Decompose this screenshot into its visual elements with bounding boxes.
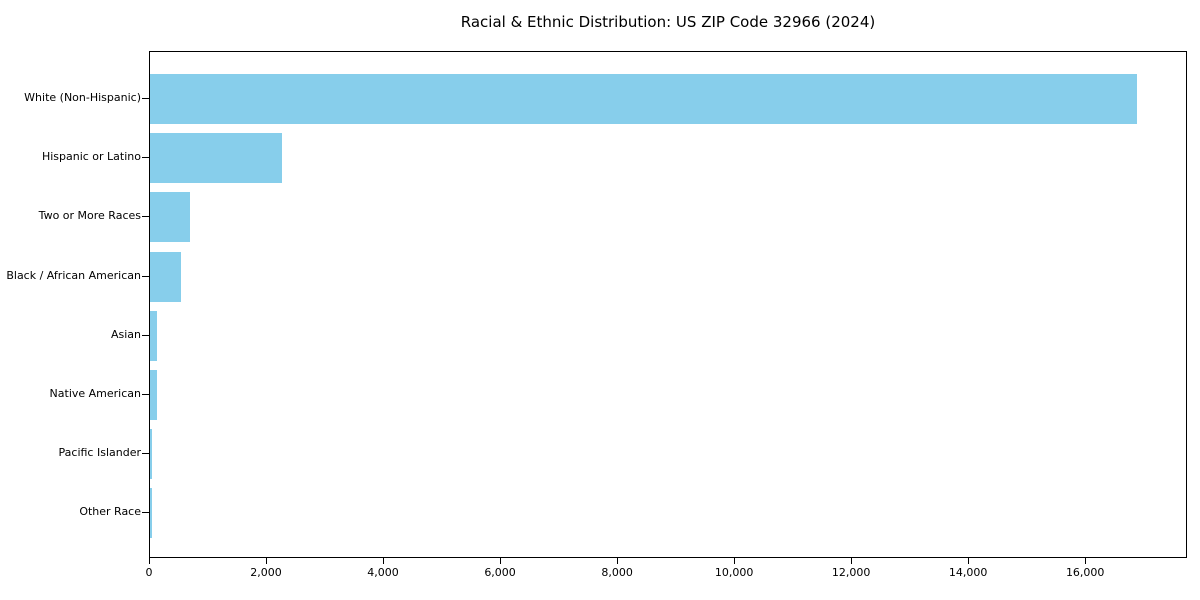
y-axis-label: Native American <box>49 387 141 400</box>
x-tick <box>266 558 268 564</box>
x-tick-label: 2,000 <box>250 566 282 579</box>
x-tick-label: 6,000 <box>484 566 516 579</box>
y-axis-label: Black / African American <box>6 268 141 282</box>
y-tick <box>142 334 149 336</box>
x-tick-label: 8,000 <box>601 566 633 579</box>
x-tick-label: 4,000 <box>367 566 399 579</box>
y-tick <box>142 512 149 514</box>
x-tick-label: 10,000 <box>714 566 754 579</box>
y-tick <box>142 453 149 455</box>
y-axis-label: Pacific Islander <box>58 446 141 460</box>
bar <box>150 133 282 184</box>
x-tick <box>383 558 385 564</box>
chart-title: Racial & Ethnic Distribution: US ZIP Cod… <box>460 13 876 31</box>
y-tick <box>142 275 149 277</box>
bar <box>150 488 153 539</box>
plot-area <box>149 51 1187 558</box>
bar <box>150 74 1138 124</box>
x-tick <box>968 558 970 564</box>
y-axis-label: Two or More Races <box>38 209 141 223</box>
y-tick <box>142 394 149 395</box>
bar <box>150 251 181 302</box>
x-tick-label: 14,000 <box>948 566 988 579</box>
y-axis-label: Hispanic or Latino <box>41 150 141 164</box>
x-tick <box>1085 558 1087 564</box>
y-tick <box>142 216 149 218</box>
bar <box>150 370 158 420</box>
bar <box>150 192 191 243</box>
x-tick <box>617 558 619 564</box>
y-tick <box>142 98 149 99</box>
x-tick-label: 0 <box>145 566 153 579</box>
x-tick <box>734 558 736 564</box>
x-tick-label: 16,000 <box>1065 566 1105 579</box>
x-tick <box>500 558 502 564</box>
x-tick <box>149 558 150 564</box>
x-tick-label: 12,000 <box>831 566 871 579</box>
bar <box>150 429 152 480</box>
y-axis-label: Other Race <box>79 505 141 519</box>
y-axis-label: White (Non-Hispanic) <box>24 91 141 104</box>
bar <box>150 310 158 361</box>
y-axis-label: Asian <box>110 327 141 341</box>
x-tick <box>851 558 853 564</box>
y-tick <box>142 157 149 159</box>
